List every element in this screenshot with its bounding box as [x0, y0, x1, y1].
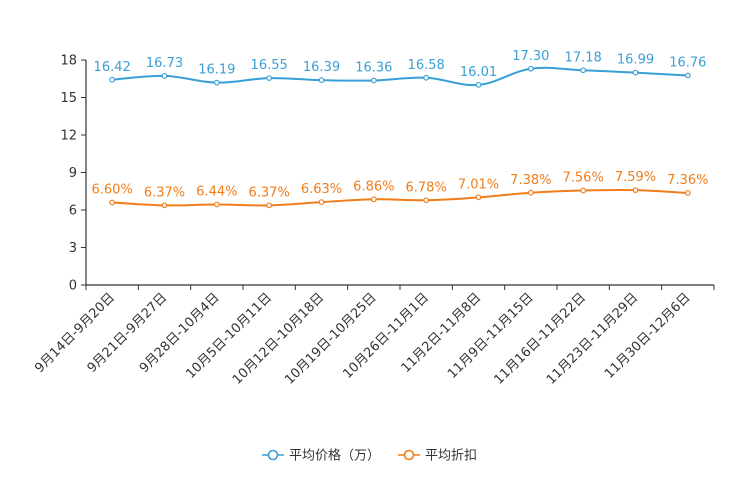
data-label: 7.36% — [667, 173, 708, 188]
data-label: 7.56% — [563, 171, 604, 186]
data-point[interactable] — [109, 199, 116, 206]
y-tick-label: 18 — [60, 54, 77, 69]
data-point[interactable] — [266, 202, 273, 209]
data-point[interactable] — [632, 187, 639, 194]
axes: 03691215189月14日-9月20日9月21日-9月27日9月28日-10… — [32, 54, 715, 388]
y-tick-label: 15 — [60, 91, 77, 106]
y-tick-label: 0 — [69, 279, 77, 294]
data-label: 16.39 — [303, 60, 340, 75]
data-point[interactable] — [684, 190, 691, 196]
data-label: 16.19 — [198, 63, 235, 78]
data-point[interactable] — [213, 79, 220, 86]
data-label: 16.76 — [669, 56, 706, 71]
data-point[interactable] — [318, 77, 325, 84]
data-point[interactable] — [684, 72, 691, 79]
data-point[interactable] — [213, 201, 220, 208]
data-point[interactable] — [632, 69, 639, 76]
legend-label: 平均价格（万） — [289, 448, 380, 464]
data-label: 6.44% — [196, 185, 237, 200]
data-point[interactable] — [318, 199, 325, 206]
legend-item-1[interactable]: 平均价格（万） — [262, 448, 380, 464]
legend-marker-icon — [267, 449, 279, 461]
data-label: 16.73 — [146, 56, 183, 71]
data-label: 17.18 — [565, 50, 602, 65]
data-label: 7.38% — [510, 173, 551, 188]
data-label: 6.78% — [406, 180, 447, 195]
data-point[interactable] — [423, 74, 430, 81]
data-point[interactable] — [580, 187, 587, 194]
data-label: 6.86% — [353, 179, 394, 194]
x-tick-label: 10月12日-10月18日 — [230, 290, 327, 387]
x-tick-label: 11月23日-11月29日 — [544, 290, 641, 387]
series-lines — [109, 65, 691, 209]
data-label: 7.59% — [615, 170, 656, 185]
data-point[interactable] — [161, 202, 168, 209]
data-point[interactable] — [161, 72, 168, 79]
data-label: 7.01% — [458, 177, 499, 192]
x-tick-label: 10月19日-10月25日 — [282, 290, 379, 387]
data-label: 6.37% — [249, 185, 290, 200]
y-tick-label: 3 — [69, 241, 77, 256]
data-label: 16.99 — [617, 53, 654, 68]
y-tick-label: 6 — [69, 204, 77, 219]
data-point[interactable] — [527, 65, 534, 72]
legend[interactable]: 平均价格（万） 平均折扣 — [262, 448, 477, 464]
data-label: 6.63% — [301, 182, 342, 197]
data-point[interactable] — [370, 77, 377, 84]
data-point[interactable] — [109, 76, 116, 83]
data-label: 16.36 — [355, 61, 392, 76]
data-point[interactable] — [266, 75, 273, 82]
y-tick-label: 12 — [60, 129, 77, 144]
data-label: 17.30 — [512, 49, 549, 64]
data-point[interactable] — [527, 189, 534, 196]
data-point[interactable] — [423, 197, 430, 204]
x-tick-label: 11月16日-11月22日 — [492, 290, 589, 387]
data-label: 16.42 — [94, 60, 131, 75]
data-point[interactable] — [475, 194, 482, 201]
legend-item-2[interactable]: 平均折扣 — [398, 449, 477, 464]
data-label: 6.60% — [92, 183, 133, 198]
legend-marker-icon — [403, 449, 415, 461]
legend-label: 平均折扣 — [425, 449, 477, 464]
data-label: 16.55 — [251, 58, 288, 73]
data-label: 16.58 — [408, 58, 445, 73]
data-point[interactable] — [370, 196, 377, 203]
series-line-1 — [112, 66, 688, 87]
data-labels: 16.42 16.73 16.19 16.55 16.39 16.36 16.58 16.01… — [92, 49, 709, 201]
data-label: 6.37% — [144, 185, 185, 200]
data-point[interactable] — [475, 81, 482, 88]
y-tick-label: 9 — [69, 166, 77, 181]
data-label: 16.01 — [460, 65, 497, 80]
data-point[interactable] — [580, 67, 587, 74]
series-line-2 — [112, 188, 688, 207]
